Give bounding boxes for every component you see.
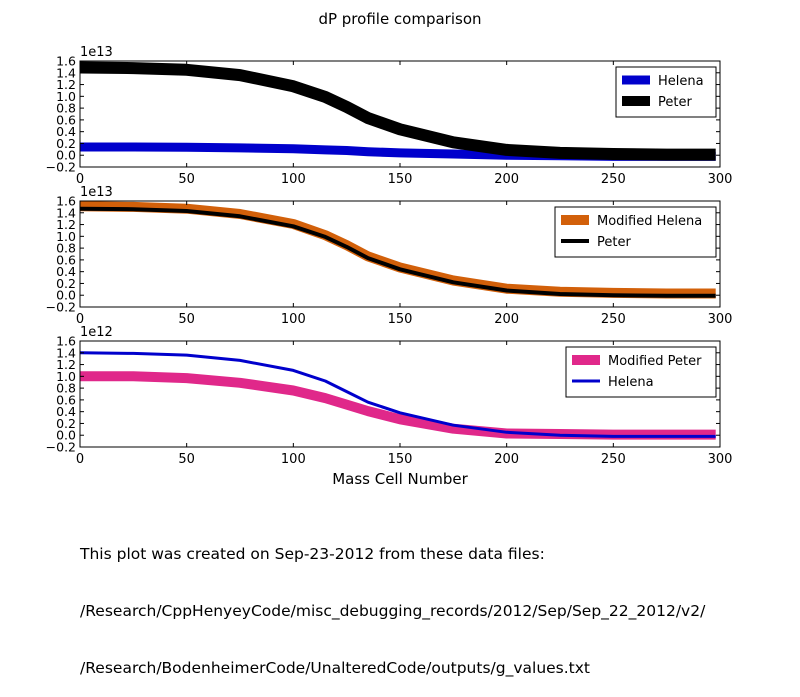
series-line-peter	[80, 206, 716, 298]
x-tick-label: 0	[76, 452, 84, 467]
series-line-peter	[80, 61, 716, 161]
y-tick-label: 0.8	[56, 101, 76, 116]
axis-offset-text: 1e13	[80, 185, 113, 200]
y-tick-label: −0.2	[46, 160, 76, 175]
chart-panel-1: 0 50 100 150 200 250 300 −0.20.00.20.40.60.81.0…	[46, 45, 733, 187]
x-tick-label: 100	[281, 312, 306, 327]
x-tick-label: 300	[708, 312, 733, 327]
y-tick-label: 0.0	[56, 148, 76, 163]
y-tick-label: 0.6	[56, 252, 76, 267]
x-tick-label: 250	[601, 312, 626, 327]
y-tick-label: 0.2	[56, 136, 76, 151]
legend: Modified Helena Peter	[554, 206, 717, 258]
y-tick-label: 0.6	[56, 112, 76, 127]
legend-label: Peter	[658, 95, 692, 110]
x-tick-label: 150	[388, 452, 413, 467]
x-tick-label: 250	[601, 172, 626, 187]
legend-label: Helena	[658, 74, 704, 89]
x-tick-label: 50	[178, 172, 195, 187]
x-tick-label: 50	[178, 452, 195, 467]
y-tick-label: −0.2	[46, 440, 76, 455]
y-tick-label: 1.6	[56, 194, 76, 209]
x-tick-label: 200	[494, 312, 519, 327]
y-tick-label: 1.2	[56, 77, 76, 92]
y-tick-label: 1.4	[56, 205, 76, 220]
y-tick-label: 0.0	[56, 288, 76, 303]
x-tick-label: 100	[281, 172, 306, 187]
chart-panel-2: 0 50 100 150 200 250 300 −0.20.00.20.40.60.81.0…	[46, 185, 733, 327]
y-tick-label: 1.4	[56, 65, 76, 80]
x-axis-label: Mass Cell Number	[332, 470, 468, 488]
legend-label: Helena	[608, 375, 654, 390]
chart-panel-3: 0 50 100 150 200 250 300 −0.20.00.20.40.60.81.0…	[46, 325, 733, 467]
y-tick-label: 0.6	[56, 392, 76, 407]
y-tick-label: 1.2	[56, 357, 76, 372]
y-tick-label: 0.0	[56, 428, 76, 443]
legend-label: Modified Helena	[597, 214, 702, 229]
x-tick-label: 150	[388, 312, 413, 327]
legend: Helena Peter	[615, 66, 717, 118]
y-tick-label: 0.4	[56, 264, 76, 279]
axis-offset-text: 1e12	[80, 325, 113, 340]
y-tick-label: 0.2	[56, 276, 76, 291]
legend-label: Peter	[597, 235, 631, 250]
legend-box	[615, 66, 717, 118]
x-tick-label: 250	[601, 452, 626, 467]
caption-line: /Research/BodenheimerCode/UnalteredCode/…	[80, 659, 591, 677]
figure-title: dP profile comparison	[318, 10, 481, 28]
legend-label: Modified Peter	[608, 354, 702, 369]
y-tick-label: 0.4	[56, 124, 76, 139]
series-line-modified-peter	[80, 371, 716, 440]
x-tick-label: 0	[76, 172, 84, 187]
axis-offset-text: 1e13	[80, 45, 113, 60]
x-tick-label: 0	[76, 312, 84, 327]
legend: Modified Peter Helena	[565, 346, 717, 398]
figure-canvas: dP profile comparison Mass Cell Number 0…	[46, 10, 733, 488]
y-tick-label: 1.0	[56, 369, 76, 384]
caption-line: /Research/CppHenyeyCode/misc_debugging_r…	[80, 602, 706, 620]
y-tick-label: 1.4	[56, 345, 76, 360]
y-tick-label: 1.0	[56, 89, 76, 104]
y-tick-label: 1.2	[56, 217, 76, 232]
y-tick-label: 0.8	[56, 241, 76, 256]
x-tick-label: 300	[708, 172, 733, 187]
x-tick-label: 300	[708, 452, 733, 467]
caption: This plot was created on Sep-23-2012 fro…	[80, 507, 705, 697]
x-tick-label: 50	[178, 312, 195, 327]
y-tick-label: 1.6	[56, 334, 76, 349]
y-tick-label: 0.2	[56, 416, 76, 431]
x-tick-label: 200	[494, 172, 519, 187]
y-tick-label: 0.8	[56, 381, 76, 396]
x-tick-label: 200	[494, 452, 519, 467]
x-tick-label: 100	[281, 452, 306, 467]
x-tick-label: 150	[388, 172, 413, 187]
caption-line: This plot was created on Sep-23-2012 fro…	[80, 545, 545, 563]
y-tick-label: 1.0	[56, 229, 76, 244]
series-line-helena	[80, 351, 716, 438]
y-tick-label: 1.6	[56, 54, 76, 69]
y-tick-label: −0.2	[46, 300, 76, 315]
y-tick-label: 0.4	[56, 404, 76, 419]
